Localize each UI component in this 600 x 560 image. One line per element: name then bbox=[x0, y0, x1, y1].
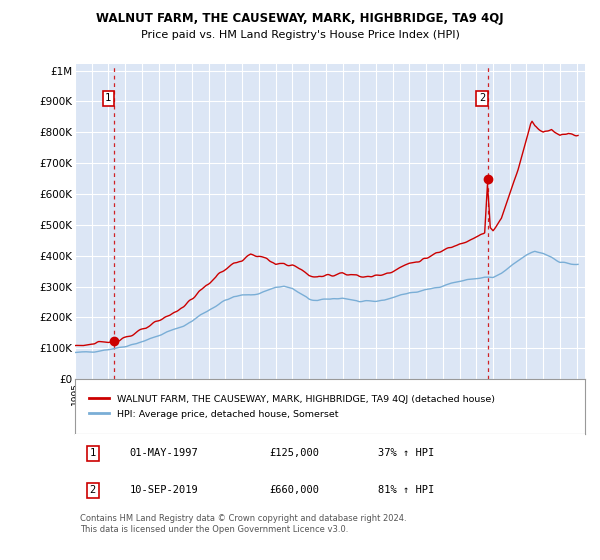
Text: 2: 2 bbox=[479, 94, 485, 104]
Text: 81% ↑ HPI: 81% ↑ HPI bbox=[379, 486, 434, 496]
Legend: WALNUT FARM, THE CAUSEWAY, MARK, HIGHBRIDGE, TA9 4QJ (detached house), HPI: Aver: WALNUT FARM, THE CAUSEWAY, MARK, HIGHBRI… bbox=[85, 391, 499, 422]
Text: 1: 1 bbox=[105, 94, 112, 104]
Text: £125,000: £125,000 bbox=[269, 449, 319, 459]
Text: £660,000: £660,000 bbox=[269, 486, 319, 496]
Text: 37% ↑ HPI: 37% ↑ HPI bbox=[379, 449, 434, 459]
Text: Contains HM Land Registry data © Crown copyright and database right 2024.
This d: Contains HM Land Registry data © Crown c… bbox=[80, 514, 407, 534]
Text: 1: 1 bbox=[90, 449, 96, 459]
Text: WALNUT FARM, THE CAUSEWAY, MARK, HIGHBRIDGE, TA9 4QJ: WALNUT FARM, THE CAUSEWAY, MARK, HIGHBRI… bbox=[96, 12, 504, 25]
Text: 10-SEP-2019: 10-SEP-2019 bbox=[130, 486, 199, 496]
Text: 01-MAY-1997: 01-MAY-1997 bbox=[130, 449, 199, 459]
Text: 2: 2 bbox=[90, 486, 96, 496]
Text: Price paid vs. HM Land Registry's House Price Index (HPI): Price paid vs. HM Land Registry's House … bbox=[140, 30, 460, 40]
